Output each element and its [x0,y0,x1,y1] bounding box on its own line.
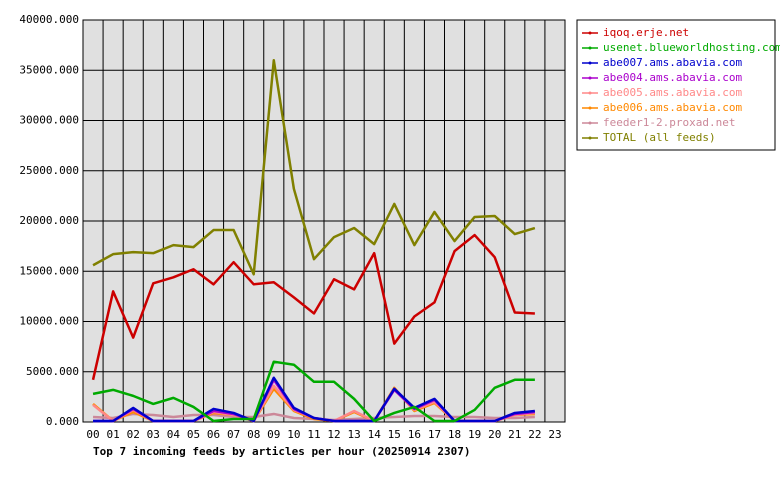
x-tick-label: 01 [107,428,120,441]
y-tick-label: 30000.000 [19,114,79,127]
x-tick-label: 15 [388,428,401,441]
y-tick-label: 20000.000 [19,214,79,227]
x-tick-label: 09 [267,428,280,441]
legend [576,19,776,151]
y-tick-label: 10000.000 [19,315,79,328]
y-tick-label: 35000.000 [19,63,79,76]
x-tick-label: 11 [307,428,320,441]
legend-marker [588,91,592,95]
x-tick-label: 23 [548,428,561,441]
legend-marker [588,121,592,125]
legend-label: abe004.ams.abavia.com [603,71,742,84]
legend-marker [588,106,592,110]
x-tick-label: 06 [207,428,220,441]
grid [82,19,565,423]
x-tick-label: 18 [448,428,461,441]
x-tick-label: 10 [287,428,300,441]
x-tick-label: 03 [147,428,160,441]
legend-label: usenet.blueworldhosting.com [603,41,780,54]
legend-label: abe007.ams.abavia.com [603,56,742,69]
x-tick-label: 19 [468,428,481,441]
x-tick-label: 17 [428,428,441,441]
y-tick-label: 25000.000 [19,164,79,177]
x-tick-label: 08 [247,428,260,441]
legend-label: abe005.ams.abavia.com [603,86,742,99]
y-tick-label: 40000.000 [19,13,79,26]
x-tick-label: 13 [348,428,361,441]
series-line [93,376,535,423]
legend-marker [588,136,592,140]
x-tick-label: 12 [327,428,340,441]
x-tick-label: 16 [408,428,421,441]
y-tick-label: 5000.000 [26,365,79,378]
x-tick-label: 21 [508,428,521,441]
x-tick-label: 05 [187,428,200,441]
x-tick-label: 04 [167,428,181,441]
x-tick-label: 20 [488,428,501,441]
legend-label: iqoq.erje.net [603,26,689,39]
x-tick-label: 02 [127,428,140,441]
legend-marker [588,46,592,50]
x-tick-label: 00 [86,428,99,441]
legend-label: feeder1-2.proxad.net [603,116,735,129]
x-tick-label: 07 [227,428,240,441]
y-tick-label: 15000.000 [19,264,79,277]
legend-marker [588,76,592,80]
legend-marker [588,61,592,65]
chart-title: Top 7 incoming feeds by articles per hou… [93,445,471,458]
y-tick-label: 0.000 [46,415,79,428]
x-tick-label: 14 [368,428,382,441]
legend-label: abe006.ams.abavia.com [603,101,742,114]
series-line [92,360,535,423]
series-line [91,233,535,381]
legend-label: TOTAL (all feeds) [603,131,716,144]
series-line [92,58,536,276]
x-tick-label: 22 [528,428,541,441]
legend-marker [588,31,592,35]
